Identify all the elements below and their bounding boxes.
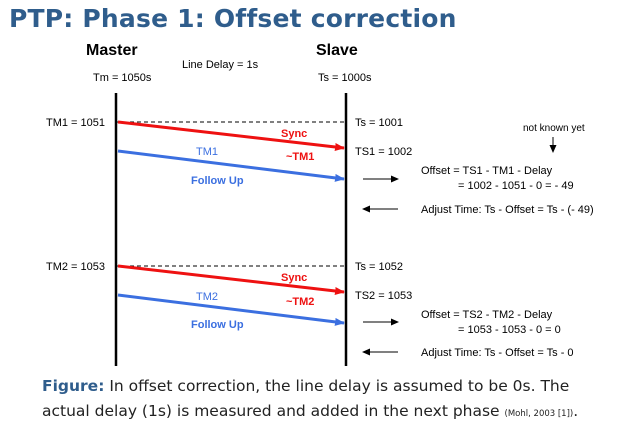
caption-lead: Figure: [42,377,105,395]
ts-1052-label: Ts = 1052 [355,261,403,273]
slave-label: Slave [316,42,358,59]
follow-up-label: Follow Up [191,175,244,187]
sync-label-2: Sync [281,272,307,284]
follow-up-label-2: Follow Up [191,319,244,331]
page-title: PTP: Phase 1: Offset correction [9,4,457,33]
offset-formula-2: Offset = TS2 - TM2 - Delay [421,309,553,321]
offset-result: = 1002 - 1051 - 0 = - 49 [458,180,574,192]
offset-result-2: = 1053 - 1053 - 0 = 0 [458,324,561,336]
sync-arrow-2 [117,264,345,295]
master-time-label: Tm = 1050s [93,72,152,84]
adjust-time-text: Adjust Time: Ts - Offset = Ts - (- 49) [421,204,594,216]
caption-citation: (Mohl, 2003 [1]) [504,409,574,419]
tm1-follow-label: TM1 [196,146,218,158]
master-label: Master [86,42,138,59]
tm1-label: TM1 = 1051 [46,117,105,129]
tm2-follow-label: TM2 [196,291,218,303]
ts-1001-label: Ts = 1001 [355,117,403,129]
not-known-yet-note: not known yet [523,123,585,134]
tm1-approx-label: ~TM1 [286,151,314,163]
caption-end: . [573,402,579,420]
ts1-label: TS1 = 1002 [355,146,412,158]
offset-formula: Offset = TS1 - TM1 - Delay [421,165,553,177]
slave-time-label: Ts = 1000s [318,72,372,84]
line-delay-label: Line Delay = 1s [182,59,259,71]
follow-up-arrow-2 [117,293,345,326]
caption-text: In offset correction, the line delay is … [42,377,570,420]
ts2-label: TS2 = 1053 [355,290,412,302]
adjust-time-text-2: Adjust Time: Ts - Offset = Ts - 0 [421,347,574,359]
tm2-label: TM2 = 1053 [46,261,105,273]
tm2-approx-label: ~TM2 [286,296,314,308]
sync-label: Sync [281,128,307,140]
follow-up-arrow [117,149,345,182]
sync-arrow [117,120,345,151]
figure-caption: Figure: In offset correction, the line d… [42,374,617,427]
